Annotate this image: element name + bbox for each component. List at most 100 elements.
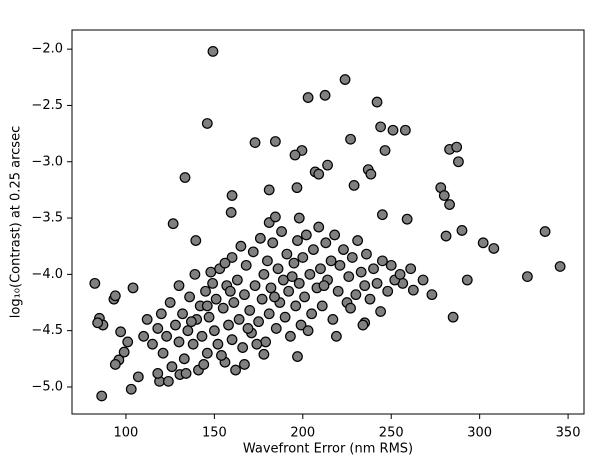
- scatter-point: [281, 248, 293, 260]
- scatter-point: [338, 244, 349, 255]
- scatter-point: [488, 243, 500, 254]
- scatter-point: [444, 199, 455, 210]
- scatter-point: [249, 137, 261, 149]
- x-tick-label: 100: [114, 426, 139, 441]
- x-axis-label: Wavefront Error (nm RMS): [243, 442, 413, 457]
- scatter-point: [313, 221, 325, 233]
- scatter-point: [223, 319, 234, 331]
- scatter-point: [170, 319, 181, 331]
- scatter-point: [447, 311, 459, 323]
- scatter-point: [200, 285, 211, 297]
- scatter-point: [315, 263, 326, 275]
- scatter-point: [96, 390, 108, 402]
- scatter-point: [262, 255, 273, 267]
- scatter-point: [327, 314, 339, 325]
- scatter-point: [185, 316, 197, 328]
- scatter-point: [461, 274, 473, 286]
- scatter-point: [399, 124, 411, 136]
- scatter-point: [350, 289, 362, 301]
- scatter-point: [260, 336, 272, 348]
- scatter-point: [306, 308, 318, 320]
- scatter-point: [290, 300, 302, 312]
- scatter-point: [316, 300, 328, 312]
- scatter-point: [300, 229, 312, 241]
- scatter-point: [269, 291, 280, 303]
- scatter-point: [127, 282, 139, 294]
- scatter-point: [426, 289, 438, 301]
- scatter-point: [329, 229, 341, 241]
- scatter-point: [125, 383, 137, 395]
- scatter-point: [225, 207, 237, 218]
- scatter-point: [332, 285, 344, 297]
- scatter-point: [292, 351, 303, 362]
- scatter-point: [387, 124, 399, 136]
- scatter-point: [269, 136, 281, 147]
- y-tick-label: −2.0: [31, 42, 63, 57]
- scatter-point: [346, 252, 358, 263]
- scatter-point: [308, 244, 319, 255]
- scatter-point: [247, 246, 259, 258]
- scatter-point: [196, 330, 208, 342]
- scatter-point: [198, 359, 210, 370]
- scatter-point: [313, 168, 325, 180]
- scatter-point: [297, 252, 309, 263]
- x-tick-label: 150: [202, 426, 227, 441]
- scatter-point: [382, 285, 394, 297]
- scatter-point: [343, 271, 355, 283]
- scatter-point: [325, 255, 337, 267]
- scatter-point: [276, 226, 287, 237]
- y-tick-label: −3.5: [31, 211, 63, 226]
- scatter-point: [178, 353, 190, 365]
- scatter-point: [539, 226, 551, 237]
- scatter-point: [182, 325, 194, 337]
- scatter-point: [302, 92, 314, 103]
- scatter-point: [187, 338, 199, 350]
- scatter-point: [293, 212, 305, 224]
- scatter-point: [203, 311, 215, 323]
- scatter-point: [295, 319, 307, 331]
- scatter-point: [201, 300, 213, 312]
- scatter-point: [201, 347, 213, 359]
- scatter-point: [115, 326, 127, 338]
- scatter-point: [167, 218, 179, 230]
- scatter-point: [217, 302, 229, 314]
- scatter-point: [299, 291, 310, 303]
- scatter-point: [371, 277, 383, 289]
- scatter-point: [228, 297, 240, 308]
- scatter-point: [210, 293, 222, 305]
- scatter-point: [263, 184, 275, 196]
- scatter-point: [190, 235, 202, 246]
- scatter-point: [289, 149, 301, 161]
- scatter-point: [92, 317, 104, 329]
- scatter-point: [216, 350, 227, 361]
- scatter-point: [166, 361, 178, 373]
- scatter-point: [258, 268, 270, 280]
- scatter-point: [212, 338, 224, 350]
- scatter-point: [331, 330, 342, 342]
- scatter-point: [239, 359, 250, 370]
- scatter-point: [179, 172, 191, 183]
- scatter-point: [285, 330, 296, 342]
- scatter-point: [375, 306, 387, 317]
- x-tick-label: 300: [467, 426, 492, 441]
- scatter-point: [258, 348, 270, 360]
- scatter-point: [118, 346, 130, 358]
- scatter-point: [237, 342, 249, 353]
- scatter-point: [365, 168, 377, 180]
- scatter-point: [401, 213, 413, 225]
- scatter-point: [405, 263, 417, 275]
- scatter-point: [242, 323, 254, 334]
- scatter-point: [122, 336, 134, 348]
- scatter-point: [407, 284, 419, 296]
- scatter-point: [440, 230, 452, 242]
- scatter-point: [162, 375, 174, 387]
- scatter-point: [361, 248, 372, 260]
- scatter-point: [265, 282, 277, 294]
- scatter-point: [352, 235, 364, 246]
- x-tick-label: 200: [290, 426, 315, 441]
- scatter-point: [224, 285, 236, 297]
- scatter-point: [226, 252, 238, 263]
- scatter-point: [371, 96, 383, 108]
- scatter-point: [235, 240, 247, 252]
- scatter-point: [394, 268, 406, 280]
